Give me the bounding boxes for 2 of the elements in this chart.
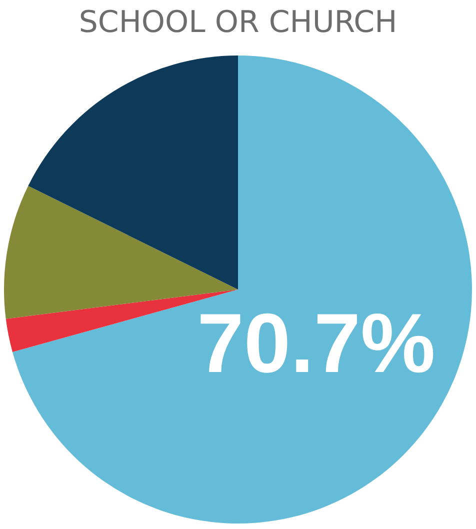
chart-title: SCHOOL OR CHURCH [78, 4, 398, 40]
data-label: 70.7% [197, 296, 436, 390]
